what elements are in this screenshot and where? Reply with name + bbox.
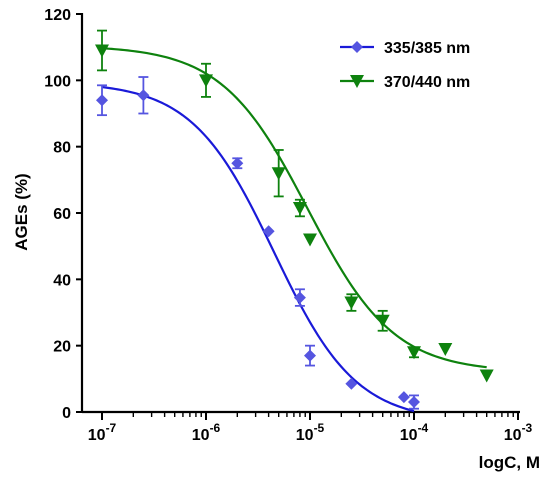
y-tick-label: 20 <box>53 339 71 356</box>
data-point <box>408 396 420 409</box>
x-tick-label: 10-4 <box>400 421 429 444</box>
y-tick-label: 40 <box>53 272 71 289</box>
data-point <box>96 94 108 107</box>
data-point <box>262 225 275 238</box>
legend-label: 370/440 nm <box>384 74 470 91</box>
x-ticks: 10-7 10-6 10-5 10-4 10-3 <box>88 412 533 444</box>
fit-curve <box>101 85 415 413</box>
x-axis-title: logC, M <box>479 453 540 472</box>
legend-label: 335/385 nm <box>384 40 470 57</box>
data-points <box>95 44 494 409</box>
data-point <box>137 89 150 102</box>
data-point <box>231 157 244 170</box>
fit-curve <box>101 47 487 369</box>
data-point <box>375 314 390 328</box>
data-point <box>345 377 358 390</box>
data-point <box>479 369 494 383</box>
data-point <box>271 167 286 181</box>
y-tick-label: 0 <box>62 405 71 422</box>
x-tick-label: 10-5 <box>296 421 325 444</box>
x-tick-label: 10-3 <box>504 421 533 444</box>
data-point <box>199 74 213 88</box>
data-point <box>304 349 316 362</box>
data-point <box>344 296 359 310</box>
data-point <box>407 346 421 360</box>
y-tick-label: 60 <box>53 206 71 223</box>
data-point <box>397 391 410 404</box>
y-tick-label: 100 <box>44 73 71 90</box>
data-point <box>293 291 306 304</box>
y-tick-label: 80 <box>53 140 71 157</box>
x-tick-label: 10-6 <box>192 421 221 444</box>
data-point <box>292 202 307 216</box>
legend: 335/385 nm 370/440 nm <box>340 40 470 91</box>
y-tick-label: 120 <box>44 7 71 24</box>
data-point <box>95 44 109 58</box>
data-point <box>303 233 317 247</box>
y-ticks: 0 20 40 60 80 100 120 <box>44 7 82 422</box>
fit-curves <box>101 47 487 413</box>
y-axis-title: AGEs (%) <box>12 173 31 250</box>
x-tick-label: 10-7 <box>88 421 117 444</box>
data-point <box>438 342 453 356</box>
legend-marker <box>351 41 363 53</box>
legend-marker <box>350 75 364 88</box>
